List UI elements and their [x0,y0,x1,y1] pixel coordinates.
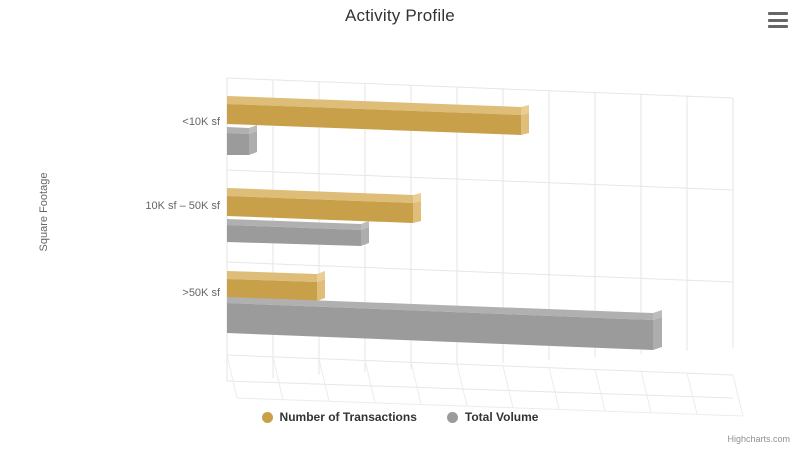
bar-transactions-10k-50k[interactable] [227,188,421,223]
legend-item-transactions[interactable]: Number of Transactions [261,410,417,424]
page-title: Activity Profile [345,6,455,25]
bar-volume-gt50k[interactable] [227,297,662,350]
gridlines-floor [226,354,744,417]
legend-item-volume[interactable]: Total Volume [446,410,539,424]
menu-bar-3 [768,25,788,28]
chart-legend: Number of Transactions Total Volume [0,410,800,424]
credits-link[interactable]: Highcharts.com [727,434,790,444]
menu-bar-2 [768,18,788,22]
legend-label-transactions: Number of Transactions [279,410,417,424]
gridlines-category [226,77,734,376]
legend-swatch-volume [446,411,458,423]
legend-label-volume: Total Volume [464,410,539,424]
bar-volume-lt10k[interactable] [227,125,257,155]
category-label-1: 10K sf – 50K sf [145,200,220,212]
legend-swatch-transactions [261,411,273,423]
hamburger-menu-icon[interactable] [768,12,788,28]
category-label-0: <10K sf [182,116,220,128]
bar-volume-10k-50k[interactable] [227,219,369,246]
bar-transactions-lt10k[interactable] [227,96,529,135]
category-label-2: >50K sf [182,287,220,299]
menu-bar-1 [768,12,788,15]
bar-transactions-gt50k[interactable] [227,271,325,301]
